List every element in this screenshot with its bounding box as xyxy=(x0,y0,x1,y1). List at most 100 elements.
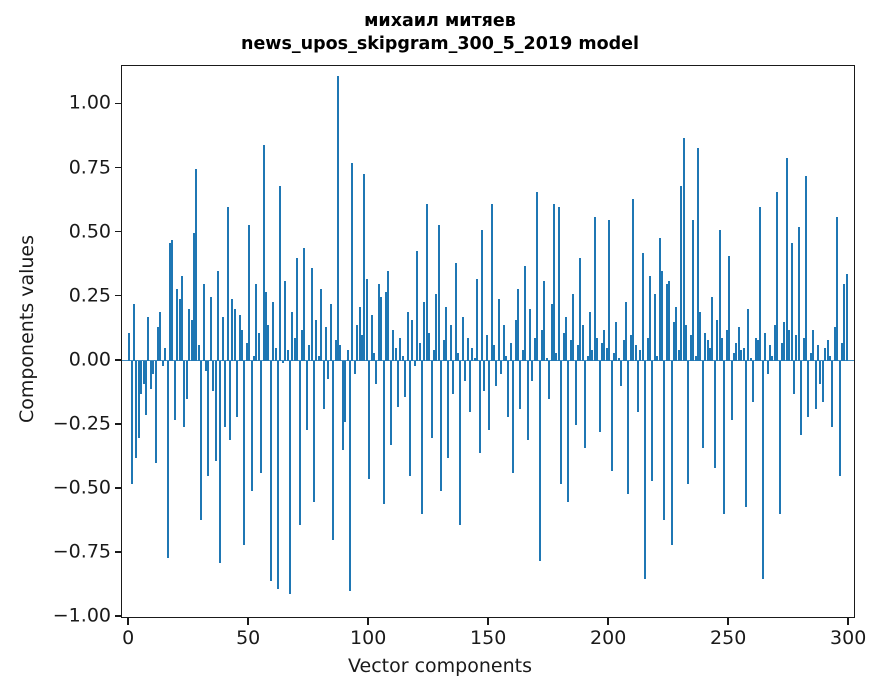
bar xyxy=(493,345,495,361)
bar xyxy=(332,360,335,541)
bar xyxy=(538,360,541,561)
bar xyxy=(584,360,587,448)
bar xyxy=(152,360,155,374)
bar xyxy=(389,360,392,446)
y-axis-tick xyxy=(114,102,121,105)
bar xyxy=(437,224,440,361)
bar xyxy=(236,360,239,418)
bar xyxy=(418,342,421,361)
bar xyxy=(740,350,743,361)
bar xyxy=(140,360,143,395)
bar xyxy=(128,332,131,361)
x-axis-tick xyxy=(367,618,369,625)
bar xyxy=(286,350,289,361)
bar xyxy=(334,340,337,361)
y-axis-tick xyxy=(114,422,121,425)
bar xyxy=(135,360,138,459)
bar xyxy=(159,312,162,361)
bar xyxy=(166,360,169,559)
bar xyxy=(601,342,603,361)
bar xyxy=(560,360,563,484)
bar xyxy=(130,360,133,484)
bar xyxy=(243,360,246,546)
x-axis-tick-label: 300 xyxy=(830,627,867,649)
bar xyxy=(711,296,714,361)
bar xyxy=(346,350,349,361)
bar xyxy=(356,324,359,361)
bar xyxy=(776,191,779,361)
bar xyxy=(380,296,383,361)
bar xyxy=(519,360,522,410)
bar xyxy=(149,360,152,389)
bar xyxy=(267,324,270,361)
bar xyxy=(783,322,786,361)
bar xyxy=(764,332,767,361)
bar xyxy=(821,360,824,402)
bar xyxy=(754,337,757,361)
bar xyxy=(661,271,663,361)
bar xyxy=(442,340,445,361)
bar xyxy=(694,355,697,361)
bar xyxy=(185,360,188,400)
bar xyxy=(325,327,327,361)
bar xyxy=(209,296,212,361)
x-axis-tick xyxy=(487,618,489,625)
bar xyxy=(745,360,747,507)
bar xyxy=(157,327,159,361)
bar xyxy=(401,355,404,361)
bar xyxy=(358,306,361,361)
x-axis-tick-label: 200 xyxy=(590,627,627,649)
bar xyxy=(365,278,368,361)
bar xyxy=(845,273,848,361)
bar xyxy=(615,322,618,361)
bar xyxy=(620,360,623,387)
y-axis-tick xyxy=(114,487,121,489)
bar xyxy=(629,335,632,361)
bar xyxy=(759,206,762,361)
bar xyxy=(589,312,591,361)
bar xyxy=(473,358,476,361)
bar xyxy=(550,304,553,361)
bar xyxy=(593,217,596,361)
bar xyxy=(709,347,711,361)
bar xyxy=(507,360,510,418)
bar xyxy=(253,355,255,361)
y-axis-label: Components values xyxy=(16,234,38,424)
bar xyxy=(183,360,186,428)
bar xyxy=(428,332,431,361)
y-axis-tick-label: −0.25 xyxy=(52,412,111,435)
bar xyxy=(692,219,695,361)
x-axis-label: Vector components xyxy=(348,655,532,677)
bar xyxy=(188,309,191,361)
bar xyxy=(368,360,371,479)
bar xyxy=(812,329,815,361)
x-axis-tick xyxy=(727,618,729,625)
bar xyxy=(531,360,534,382)
bar xyxy=(553,204,555,361)
bar xyxy=(773,324,776,361)
bar xyxy=(430,360,433,438)
bar xyxy=(461,317,464,361)
bar xyxy=(778,360,781,515)
bar xyxy=(677,350,680,361)
bar xyxy=(781,342,783,361)
y-axis-tick xyxy=(114,230,121,233)
bar xyxy=(737,327,740,361)
bar xyxy=(826,340,829,361)
y-axis-tick xyxy=(114,358,121,361)
plot-data-area xyxy=(122,66,854,617)
bar xyxy=(471,347,474,361)
bar xyxy=(663,360,666,520)
bar xyxy=(548,360,551,400)
bar xyxy=(226,206,229,361)
bar xyxy=(373,353,375,361)
bar xyxy=(279,186,282,361)
bar xyxy=(169,242,171,361)
bar xyxy=(361,335,363,361)
bar xyxy=(245,342,248,361)
bar xyxy=(625,301,627,361)
bar xyxy=(221,317,224,361)
bar xyxy=(514,319,517,361)
bar xyxy=(651,360,654,482)
